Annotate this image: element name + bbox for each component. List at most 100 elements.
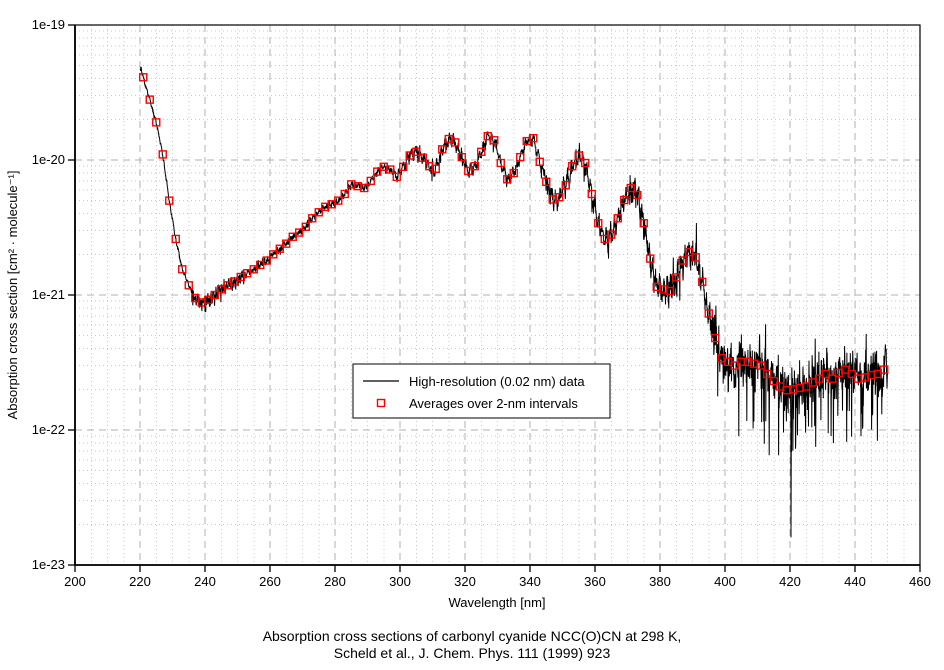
data-series bbox=[139, 66, 889, 538]
average-marker bbox=[769, 376, 778, 386]
average-marker bbox=[230, 277, 239, 286]
average-marker bbox=[821, 369, 830, 379]
y-tick-label: 1e-23 bbox=[32, 557, 65, 572]
average-marker bbox=[626, 183, 635, 193]
average-marker bbox=[275, 244, 284, 253]
x-tick-label: 360 bbox=[584, 574, 606, 589]
x-tick-label: 320 bbox=[454, 574, 476, 589]
average-marker bbox=[691, 253, 700, 262]
average-marker bbox=[210, 290, 219, 300]
average-marker bbox=[295, 228, 304, 237]
average-marker bbox=[308, 214, 317, 223]
caption-line-1: Absorption cross sections of carbonyl cy… bbox=[263, 628, 682, 644]
axis-ticks-and-labels: 200 220 240 260 280 300 320 340 360 380 400 420 440 4… bbox=[32, 17, 931, 589]
average-marker bbox=[847, 369, 856, 379]
average-marker bbox=[678, 256, 687, 265]
average-marker bbox=[158, 150, 167, 159]
average-markers bbox=[139, 73, 889, 395]
average-marker bbox=[568, 161, 577, 171]
average-marker bbox=[171, 234, 180, 244]
average-marker bbox=[392, 172, 401, 182]
average-marker bbox=[184, 281, 193, 290]
average-marker bbox=[457, 152, 466, 162]
x-tick-label: 460 bbox=[909, 574, 931, 589]
x-tick-label: 260 bbox=[259, 574, 281, 589]
average-marker bbox=[340, 189, 349, 199]
x-tick-label: 380 bbox=[649, 574, 671, 589]
average-marker bbox=[594, 219, 603, 228]
x-tick-label: 200 bbox=[64, 574, 86, 589]
average-marker bbox=[828, 374, 837, 383]
legend-box bbox=[352, 363, 611, 419]
average-marker bbox=[509, 168, 518, 178]
average-marker bbox=[704, 309, 713, 318]
average-marker bbox=[815, 374, 824, 383]
x-tick-label: 400 bbox=[714, 574, 736, 589]
average-marker bbox=[607, 230, 616, 239]
average-marker bbox=[165, 196, 174, 205]
legend-label-highres: High-resolution (0.02 nm) data bbox=[409, 374, 585, 389]
average-marker bbox=[516, 152, 525, 162]
x-axis-title: Wavelength [nm] bbox=[448, 595, 545, 610]
average-marker bbox=[620, 195, 629, 205]
average-marker bbox=[412, 147, 421, 157]
average-marker bbox=[542, 177, 551, 186]
y-axis-title: Absorption cross section [cm² · molecule… bbox=[5, 171, 20, 420]
legend: High-resolution (0.02 nm) data Averages … bbox=[352, 363, 611, 419]
average-marker bbox=[503, 175, 512, 184]
average-marker bbox=[633, 190, 642, 200]
average-marker bbox=[841, 365, 850, 374]
grid-lines bbox=[75, 25, 920, 565]
average-marker bbox=[535, 157, 544, 166]
average-marker bbox=[600, 234, 609, 244]
average-marker bbox=[711, 333, 720, 343]
y-tick-label: 1e-22 bbox=[32, 422, 65, 437]
average-marker bbox=[262, 256, 271, 265]
average-marker bbox=[431, 164, 440, 174]
average-marker bbox=[490, 136, 499, 145]
average-marker bbox=[665, 286, 674, 296]
x-tick-label: 440 bbox=[844, 574, 866, 589]
y-tick-label: 1e-20 bbox=[32, 152, 65, 167]
average-marker bbox=[399, 162, 408, 172]
x-tick-label: 280 bbox=[324, 574, 346, 589]
average-marker bbox=[464, 166, 473, 176]
legend-square-marker bbox=[376, 398, 386, 408]
average-marker bbox=[470, 161, 479, 171]
average-marker bbox=[366, 176, 375, 186]
average-marker bbox=[574, 151, 583, 160]
average-marker bbox=[386, 165, 395, 174]
y-tick-label: 1e-21 bbox=[32, 287, 65, 302]
average-marker bbox=[301, 222, 310, 232]
average-marker bbox=[191, 293, 200, 303]
average-marker bbox=[698, 277, 707, 287]
x-tick-label: 340 bbox=[519, 574, 541, 589]
average-marker bbox=[496, 158, 505, 168]
average-marker bbox=[672, 273, 681, 282]
average-marker bbox=[756, 361, 765, 370]
average-marker bbox=[139, 73, 148, 82]
average-marker bbox=[282, 239, 291, 248]
average-marker bbox=[145, 95, 154, 104]
caption-line-2: Scheld et al., J. Chem. Phys. 111 (1999)… bbox=[334, 645, 611, 661]
average-marker bbox=[639, 219, 648, 228]
average-marker bbox=[451, 138, 460, 147]
average-marker bbox=[373, 167, 382, 176]
x-tick-label: 420 bbox=[779, 574, 801, 589]
average-marker bbox=[418, 153, 427, 162]
average-marker bbox=[204, 295, 213, 305]
x-tick-label: 220 bbox=[129, 574, 151, 589]
average-marker bbox=[880, 365, 889, 374]
average-marker bbox=[646, 254, 655, 263]
average-marker bbox=[555, 193, 564, 202]
average-marker bbox=[587, 189, 596, 199]
average-marker bbox=[152, 118, 161, 127]
average-marker bbox=[581, 158, 590, 168]
x-tick-label: 300 bbox=[389, 574, 411, 589]
average-marker bbox=[873, 369, 882, 379]
average-marker bbox=[334, 196, 343, 205]
average-marker bbox=[314, 208, 323, 217]
average-marker bbox=[529, 134, 538, 143]
y-tick-label: 1e-19 bbox=[32, 17, 65, 32]
